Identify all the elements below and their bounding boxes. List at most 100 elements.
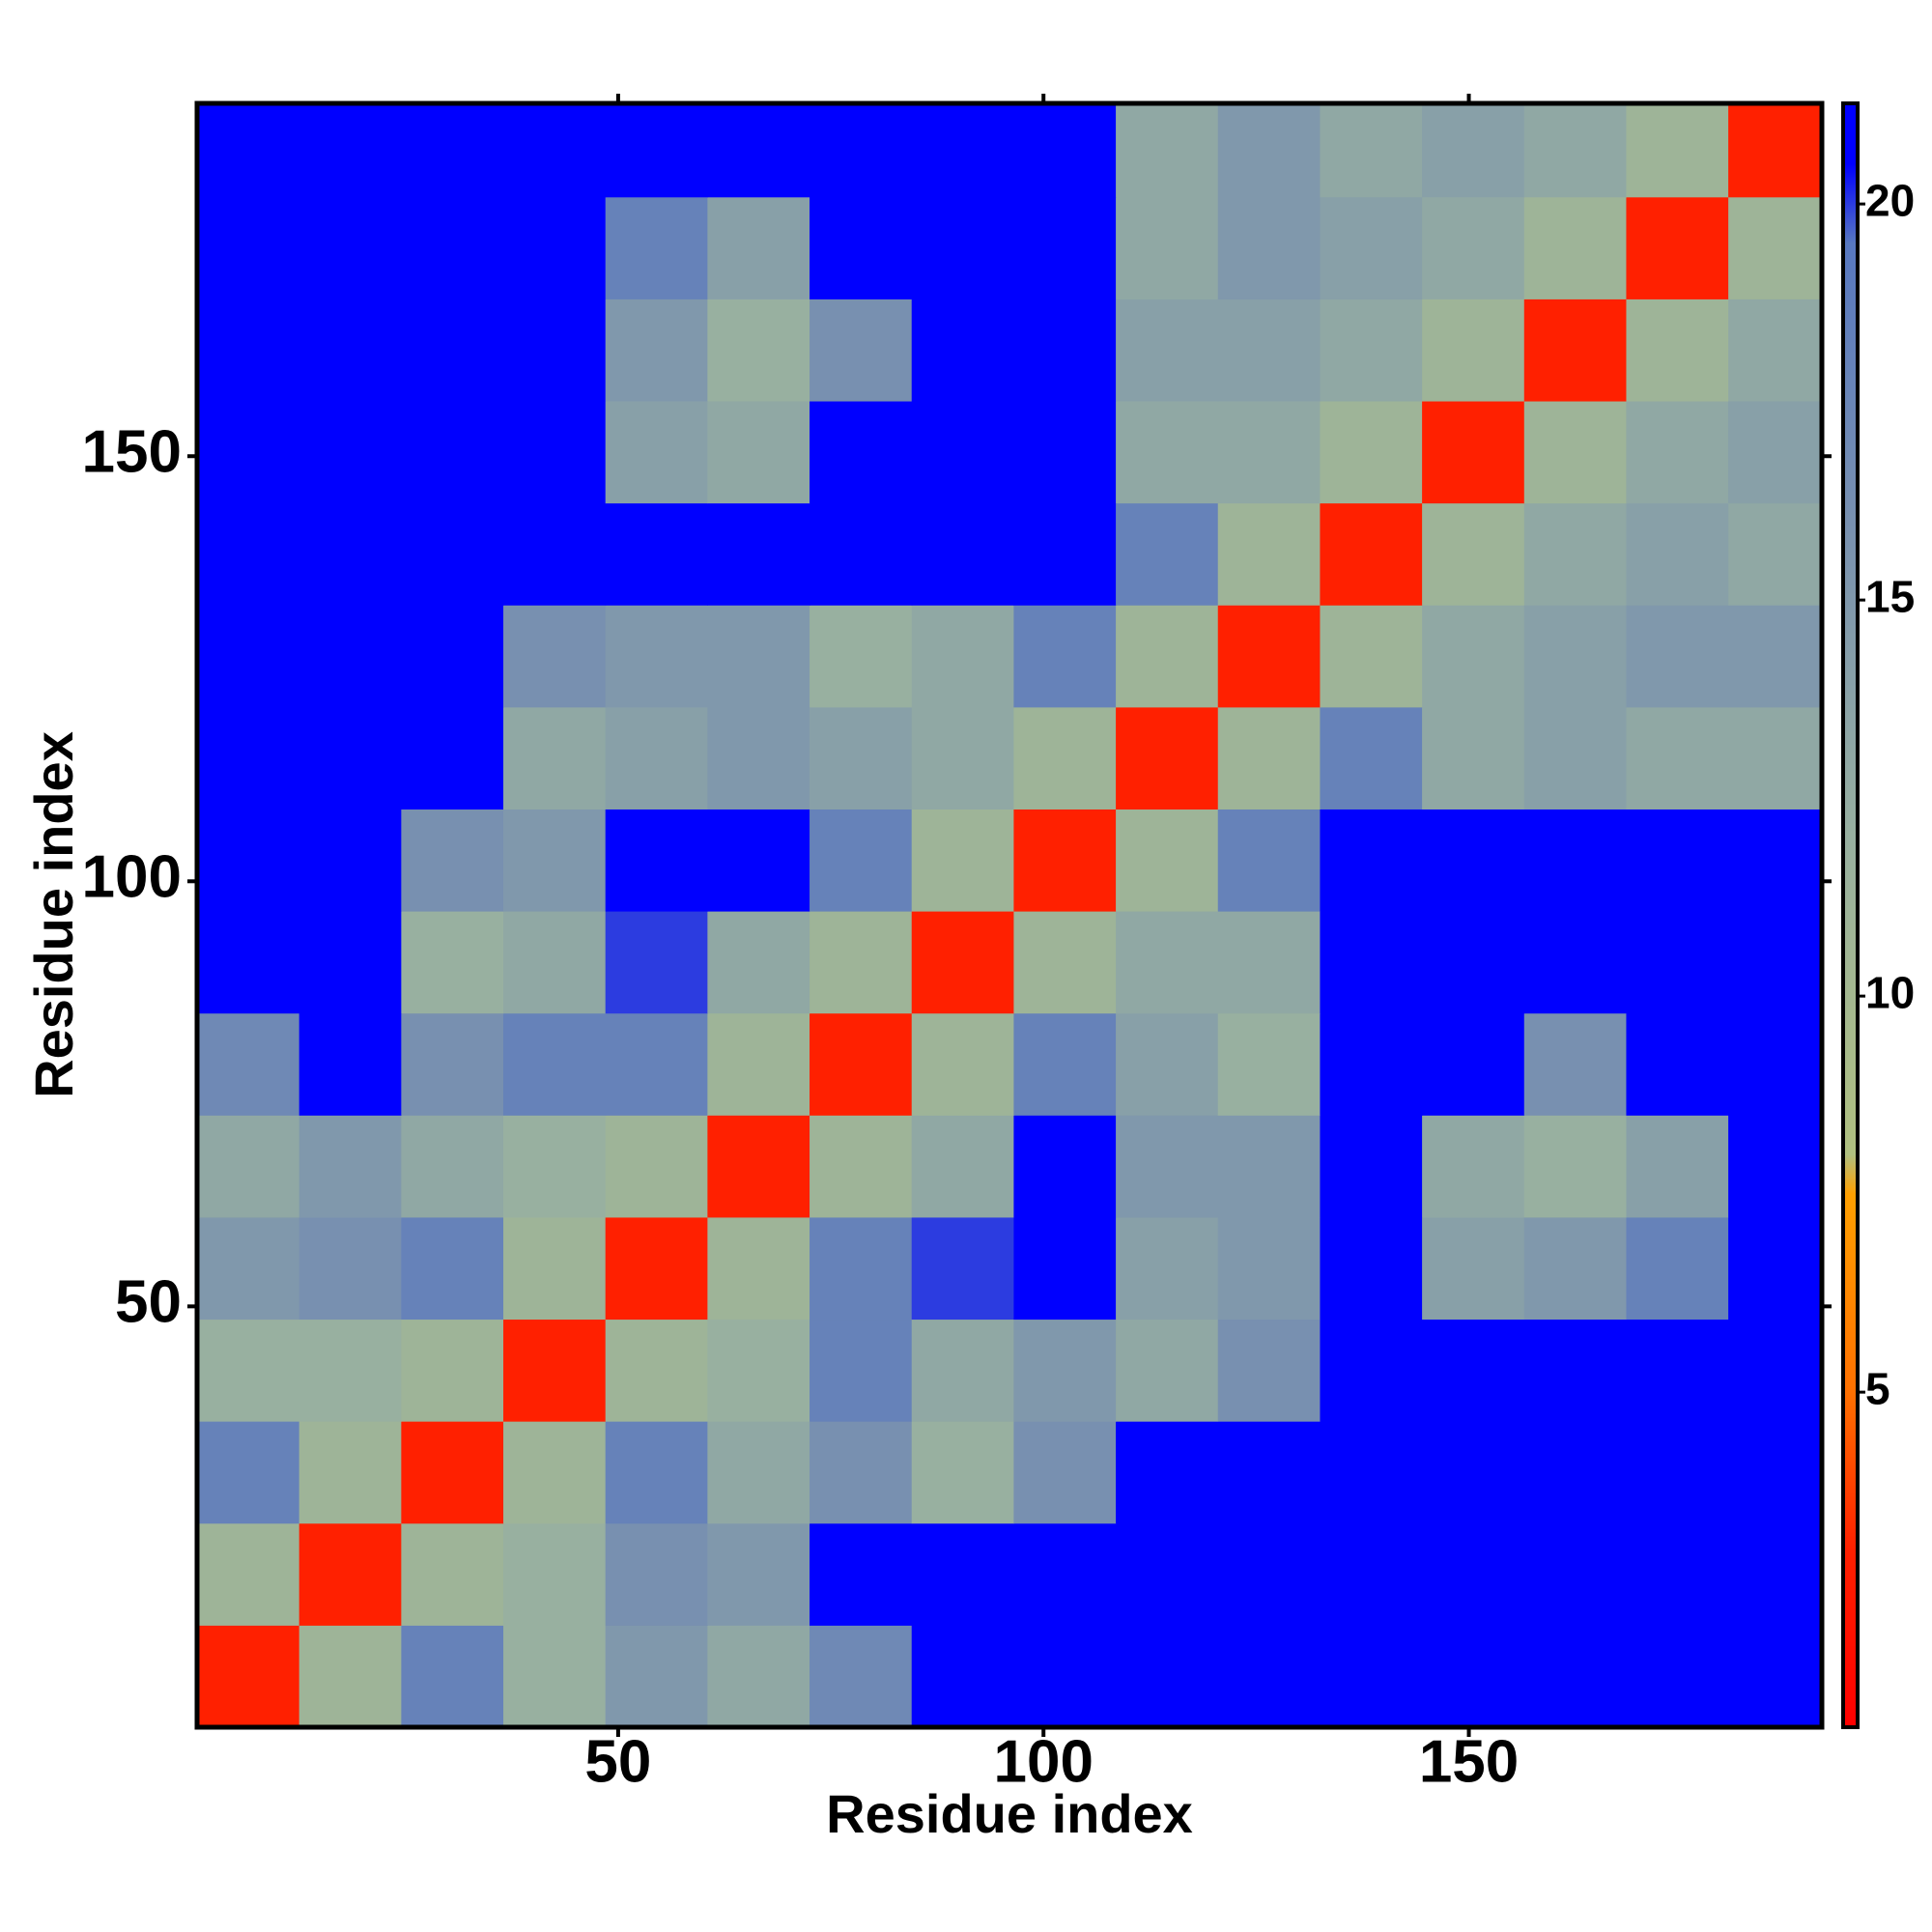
heatmap-cell: [911, 1115, 1014, 1218]
heatmap-cell: [810, 502, 913, 606]
heatmap-cell: [1422, 401, 1525, 504]
heatmap-cell: [1320, 103, 1423, 198]
heatmap-cell: [401, 1522, 504, 1626]
heatmap-cell: [1320, 1522, 1423, 1626]
heatmap-cell: [911, 911, 1014, 1014]
heatmap-cell: [298, 1625, 402, 1728]
heatmap-cell: [1116, 1115, 1219, 1218]
heatmap-cell: [1013, 605, 1117, 708]
heatmap-cell: [1320, 502, 1423, 606]
heatmap-cell: [298, 502, 402, 606]
heatmap-cell: [1217, 605, 1321, 708]
heatmap-cell: [1523, 196, 1627, 299]
heatmap-cell: [605, 401, 708, 504]
heatmap-cell: [1523, 1115, 1627, 1218]
heatmap-cell: [401, 1012, 504, 1116]
heatmap-cell: [911, 1625, 1014, 1728]
heatmap-cell: [1217, 706, 1321, 810]
heatmap-cell: [1013, 401, 1117, 504]
heatmap-cell: [1728, 1421, 1823, 1524]
heatmap-cell: [197, 298, 300, 402]
heatmap-cell: [605, 1319, 708, 1422]
heatmap-cell: [1320, 401, 1423, 504]
heatmap-cell: [298, 706, 402, 810]
heatmap-cell: [197, 196, 300, 299]
heatmap-cell: [1013, 809, 1117, 912]
heatmap-cell: [298, 196, 402, 299]
heatmap-cell: [1320, 1421, 1423, 1524]
heatmap-cell: [1217, 1522, 1321, 1626]
heatmap-cell: [707, 1115, 810, 1218]
heatmap-cell: [1217, 401, 1321, 504]
heatmap-cell: [1013, 502, 1117, 606]
heatmap-cell: [503, 103, 607, 198]
heatmap-cell: [1523, 1319, 1627, 1422]
heatmap-cell: [1116, 1216, 1219, 1321]
heatmap-cell: [1013, 1522, 1117, 1626]
x-axis-title: Residue index: [826, 1783, 1193, 1844]
heatmap-cell: [911, 809, 1014, 912]
heatmap-cell: [707, 1522, 810, 1626]
x-tick-label: 150: [1419, 1728, 1519, 1795]
heatmap-cell: [1626, 103, 1729, 198]
colorbar-tick-label: 5: [1865, 1363, 1890, 1413]
heatmap-cell: [503, 401, 607, 504]
heatmap-cell: [810, 1421, 913, 1524]
heatmap-cell: [911, 502, 1014, 606]
heatmap-cell: [707, 605, 810, 708]
heatmap-cell: [1013, 1319, 1117, 1422]
heatmap-cell: [911, 103, 1014, 198]
heatmap-cell: [1116, 1421, 1219, 1524]
heatmap-cell: [707, 809, 810, 912]
heatmap-cell: [1523, 1421, 1627, 1524]
x-tick-label: 50: [584, 1728, 651, 1795]
heatmap-cell: [810, 1115, 913, 1218]
heatmap-cell: [1116, 502, 1219, 606]
heatmap-cell: [197, 103, 300, 198]
heatmap-cell: [810, 1216, 913, 1321]
heatmap-cell: [810, 1319, 913, 1422]
heatmap-cell: [503, 298, 607, 402]
heatmap-cell: [1523, 298, 1627, 402]
heatmap-cell: [401, 1216, 504, 1321]
heatmap-cell: [707, 1421, 810, 1524]
heatmap-cell: [401, 196, 504, 299]
heatmap-cell: [707, 911, 810, 1014]
heatmap-cell: [503, 809, 607, 912]
colorbar-tick-label: 20: [1865, 175, 1915, 225]
heatmap-cell: [1217, 1319, 1321, 1422]
heatmap-cell: [810, 103, 913, 198]
heatmap-cell: [605, 1522, 708, 1626]
colorbar-tick-label: 10: [1865, 967, 1915, 1017]
heatmap-cell: [1320, 605, 1423, 708]
heatmap-cell: [401, 298, 504, 402]
x-tick-label: 100: [993, 1728, 1093, 1795]
heatmap-cell: [1523, 605, 1627, 708]
heatmap-cell: [1626, 1522, 1729, 1626]
heatmap-cell: [503, 605, 607, 708]
heatmap-cell: [298, 605, 402, 708]
heatmap-cell: [401, 605, 504, 708]
heatmap-cell: [1626, 809, 1729, 912]
heatmap-cell: [1626, 706, 1729, 810]
heatmap-cell: [503, 1012, 607, 1116]
heatmap-cell: [298, 298, 402, 402]
heatmap-cell: [1728, 605, 1823, 708]
heatmap-cell: [197, 1319, 300, 1422]
heatmap-cell: [1217, 1012, 1321, 1116]
heatmap-cell: [298, 911, 402, 1014]
heatmap-cell: [1013, 1216, 1117, 1321]
plot-frame: [194, 100, 1825, 1730]
heatmap-cell: [1523, 1625, 1627, 1728]
heatmap-cell: [1523, 1216, 1627, 1321]
heatmap-cell: [1422, 103, 1525, 198]
heatmap-cell: [911, 196, 1014, 299]
heatmap-cell: [401, 1115, 504, 1218]
heatmap-cell: [401, 1421, 504, 1524]
heatmap-cell: [1422, 605, 1525, 708]
y-axis-title: Residue index: [23, 731, 84, 1098]
heatmap-cell: [810, 1012, 913, 1116]
heatmap-cell: [1626, 911, 1729, 1014]
heatmap-cell: [503, 1115, 607, 1218]
heatmap-cell: [1116, 1012, 1219, 1116]
